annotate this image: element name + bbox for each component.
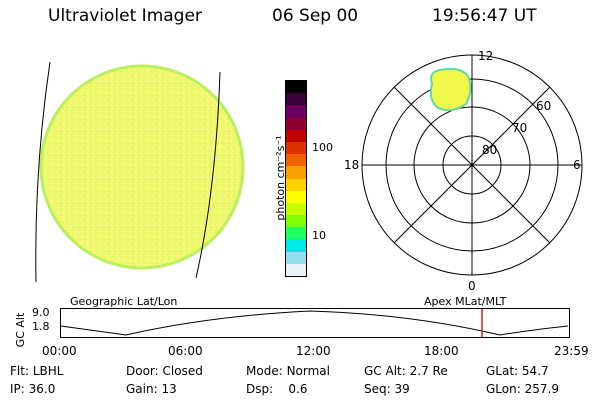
orbit-altitude-plot (60, 308, 570, 338)
orbit-x-tick-1200: 12:00 (296, 344, 331, 358)
orbit-plot-frame (60, 308, 570, 338)
lat-label-60: 60 (536, 99, 551, 113)
colorbar (285, 80, 307, 277)
colorbar-tick-10: 10 (312, 229, 326, 242)
mlt-label-right: 6 (573, 158, 581, 172)
colorbar-segment (286, 141, 306, 155)
colorbar-segment (286, 81, 306, 94)
info-seq: Seq: 39 (364, 382, 410, 396)
polar-diagonal-2 (393, 86, 551, 244)
info-flt: Flt: LBHL (10, 364, 64, 378)
info-mode: Mode: Normal (246, 364, 330, 378)
lat-label-70: 70 (512, 121, 527, 135)
colorbar-segment (286, 129, 306, 142)
colorbar-segment (286, 93, 306, 106)
colorbar-segment (286, 154, 306, 167)
orbit-x-tick-2359: 23:59 (554, 344, 589, 358)
info-gc-alt: GC Alt: 2.7 Re (364, 364, 448, 378)
info-ip: IP: 36.0 (10, 382, 56, 396)
orbit-y-tick-max: 9.0 (32, 306, 50, 319)
info-door: Door: Closed (126, 364, 203, 378)
colorbar-segment (286, 227, 306, 240)
orbit-x-tick-0600: 06:00 (168, 344, 203, 358)
auroral-blob (429, 67, 472, 112)
mlt-label-left: 18 (344, 158, 359, 172)
orbit-altitude-curve (60, 310, 569, 336)
colorbar-segment (286, 251, 306, 264)
colorbar-tick-100: 100 (312, 141, 333, 154)
orbit-x-tick-0000: 00:00 (42, 344, 77, 358)
info-glat: GLat: 54.7 (486, 364, 549, 378)
colorbar-segment (286, 117, 306, 130)
uv-earth-image (35, 61, 245, 283)
orbit-x-tick-1800: 18:00 (424, 344, 459, 358)
apex-label: Apex MLat/MLT (424, 295, 507, 308)
geographic-label: Geographic Lat/Lon (70, 295, 178, 308)
colorbar-segment (286, 263, 306, 276)
colorbar-segment (286, 105, 306, 118)
polar-mlt-plot: 12 18 6 0 60 70 80 (344, 49, 583, 292)
colorbar-unit-label: photon cm⁻²s⁻¹ (274, 135, 287, 221)
mlt-label-bottom: 0 (468, 279, 476, 292)
orbit-y-axis-label: GC Alt (14, 312, 27, 348)
colorbar-segment (286, 178, 306, 191)
info-gain: Gain: 13 (126, 382, 177, 396)
mlt-label-top: 12 (478, 49, 493, 63)
colorbar-segment (286, 239, 306, 252)
orbit-y-tick-min: 1.8 (32, 320, 50, 333)
app-title: Ultraviolet Imager (48, 6, 202, 26)
time-label: 19:56:47 UT (432, 6, 537, 26)
colorbar-segment (286, 202, 306, 216)
colorbar-segment (286, 166, 306, 179)
earth-disk (39, 64, 245, 270)
colorbar-segment (286, 190, 306, 203)
terminator-line-right (195, 71, 221, 279)
date-label: 06 Sep 00 (272, 6, 359, 26)
info-dsp: Dsp: 0.6 (246, 382, 308, 396)
terminator-line-left (35, 61, 51, 283)
lat-label-80: 80 (482, 143, 497, 157)
colorbar-segment (286, 215, 306, 228)
info-glon: GLon: 257.9 (486, 382, 559, 396)
